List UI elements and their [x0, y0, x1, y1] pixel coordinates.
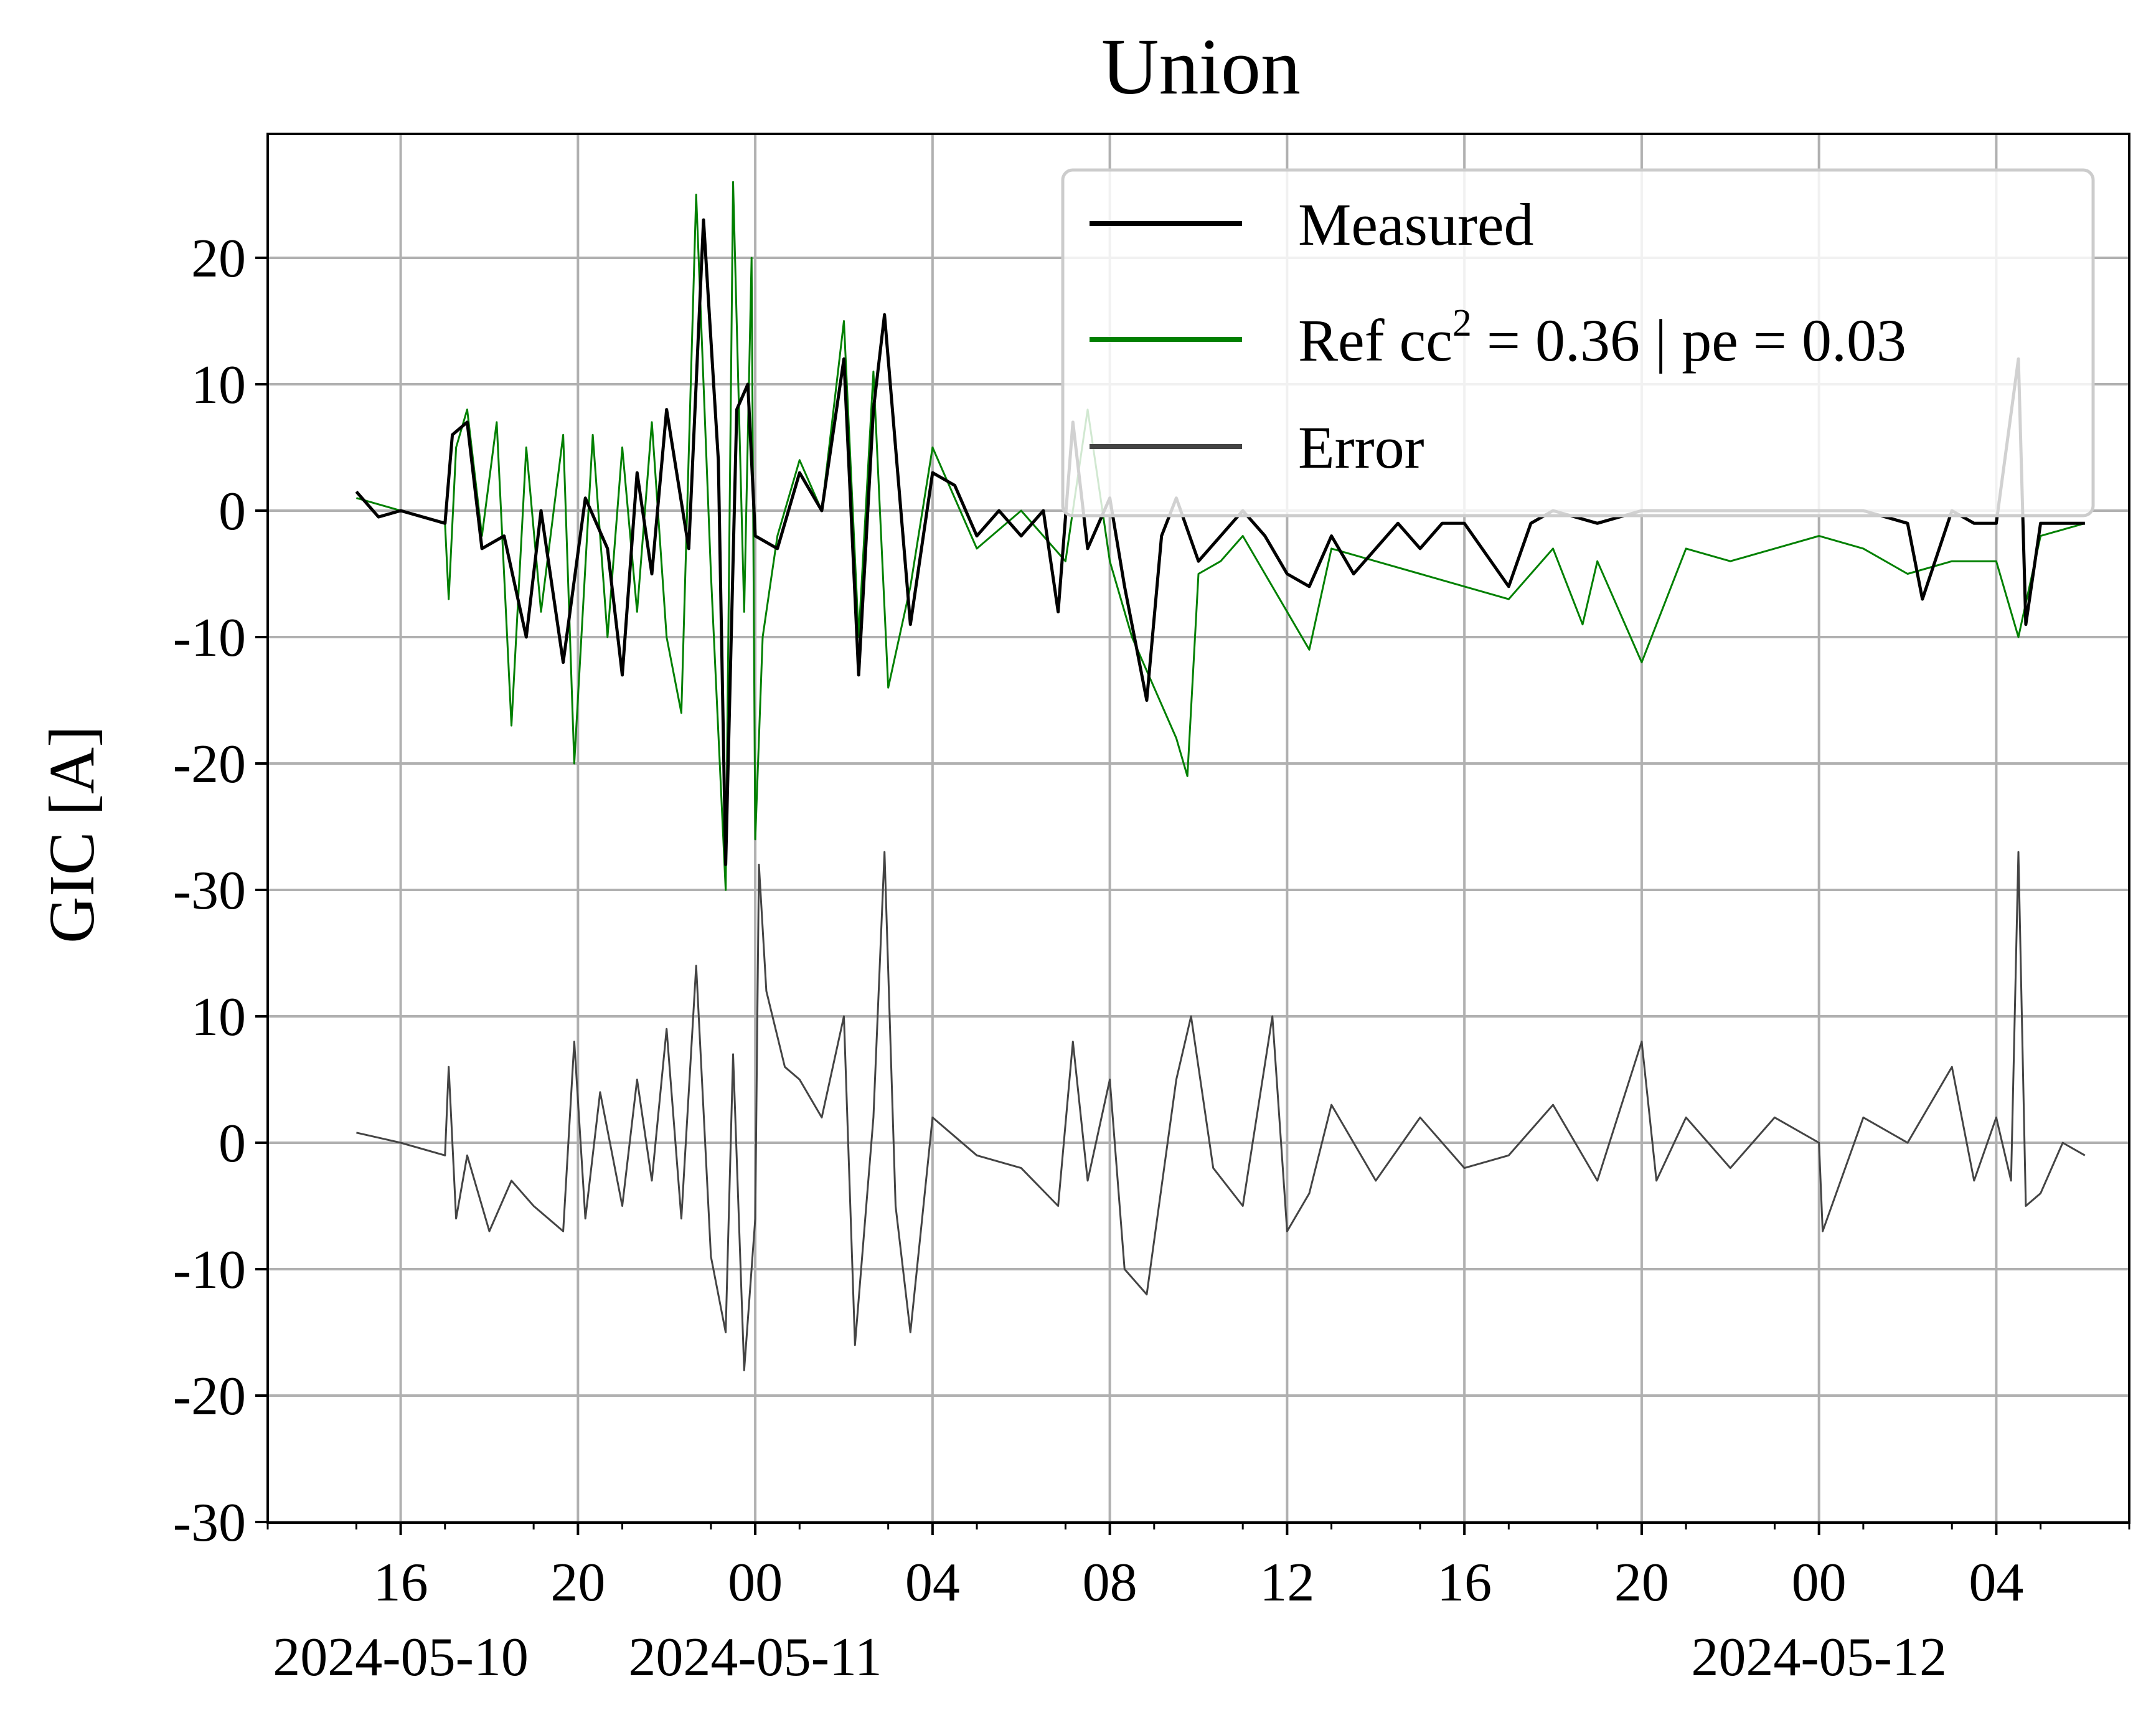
x-tick-label: 00 [1792, 1553, 1847, 1613]
x-date-label: 2024-05-12 [1691, 1627, 1947, 1688]
x-tick-label: 00 [728, 1553, 783, 1613]
y-tick-label: -20 [173, 1366, 246, 1427]
x-tick-label: 04 [905, 1553, 960, 1613]
x-date-label: 2024-05-10 [273, 1627, 529, 1688]
legend-label-ref-rest: = 0.36 | pe = 0.03 [1472, 307, 1906, 374]
y-tick-label: 0 [219, 1113, 246, 1174]
legend-label-ref: Ref cc2 = 0.36 | pe = 0.03 [1298, 302, 1906, 374]
legend-label-ref-main: Ref cc [1298, 307, 1452, 374]
y-tick-label: 10 [191, 355, 246, 415]
series-line-ref [355, 181, 2086, 891]
chart-title: Union [1101, 22, 1301, 111]
y-axis-label: GIC [A] [36, 726, 108, 943]
legend-box [1061, 168, 2095, 518]
legend-label-error: Error [1298, 414, 1424, 481]
plot-frame [266, 133, 2130, 1524]
y-tick-label: 0 [219, 481, 246, 542]
y-tick-label: -20 [173, 734, 246, 795]
y-tick-label: -10 [173, 1240, 246, 1300]
legend: Measured Ref cc2 = 0.36 | pe = 0.03 Erro… [1061, 168, 2095, 518]
y-tick-label: 10 [191, 987, 246, 1047]
x-tick-label: 16 [374, 1553, 428, 1613]
y-tick-label: -30 [173, 861, 246, 921]
x-tick-label: 16 [1437, 1553, 1492, 1613]
y-tick-label: -10 [173, 608, 246, 668]
x-tick-label: 20 [1614, 1553, 1669, 1613]
x-tick-label: 20 [550, 1553, 605, 1613]
series-line-error [356, 851, 2086, 1371]
legend-label-measured: Measured [1298, 191, 1534, 258]
x-tick-label: 12 [1259, 1553, 1314, 1613]
legend-label-ref-sup: 2 [1452, 302, 1472, 344]
x-tick-label: 04 [1969, 1553, 2023, 1613]
y-tick-label: -30 [173, 1493, 246, 1553]
x-tick-label: 08 [1083, 1553, 1137, 1613]
y-tick-label: 20 [191, 229, 246, 289]
x-date-label: 2024-05-11 [628, 1627, 882, 1688]
